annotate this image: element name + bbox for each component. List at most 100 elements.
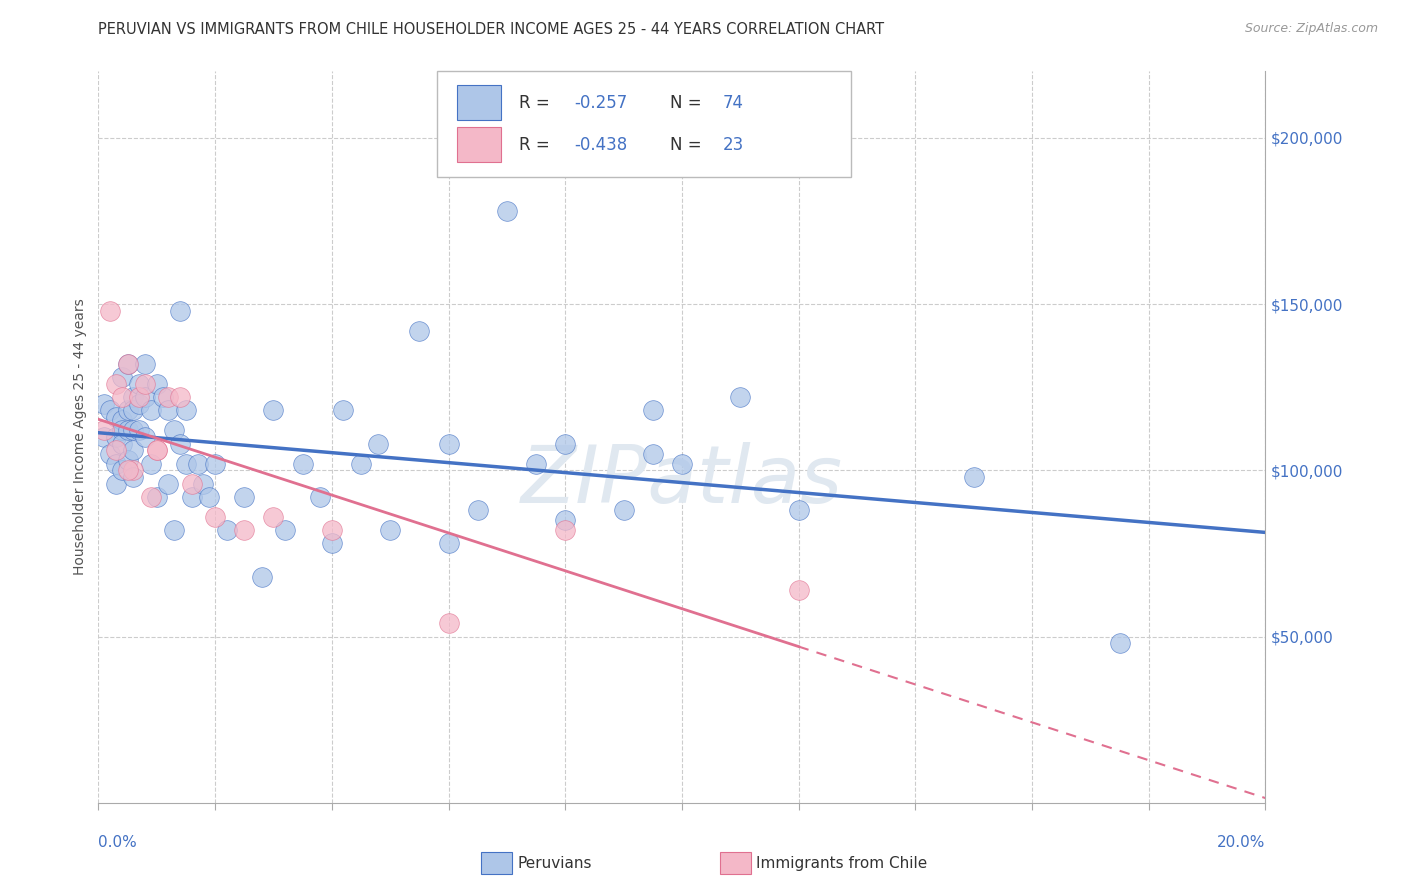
- Text: ZIPatlas: ZIPatlas: [520, 442, 844, 520]
- Point: [198, 490, 221, 504]
- FancyBboxPatch shape: [457, 127, 501, 162]
- Text: N =: N =: [671, 94, 707, 112]
- Text: -0.257: -0.257: [575, 94, 628, 112]
- Point: [93, 397, 115, 411]
- Point: [122, 463, 145, 477]
- Point: [128, 397, 150, 411]
- Point: [671, 457, 693, 471]
- Point: [134, 376, 156, 391]
- Text: 20.0%: 20.0%: [1218, 836, 1265, 850]
- Point: [146, 443, 169, 458]
- Point: [122, 403, 145, 417]
- Point: [467, 503, 489, 517]
- Point: [233, 523, 256, 537]
- Point: [134, 390, 156, 404]
- Point: [180, 476, 202, 491]
- Point: [104, 443, 127, 458]
- Point: [321, 523, 343, 537]
- Point: [204, 509, 226, 524]
- Y-axis label: Householder Income Ages 25 - 44 years: Householder Income Ages 25 - 44 years: [73, 299, 87, 575]
- FancyBboxPatch shape: [457, 86, 501, 120]
- Point: [122, 424, 145, 438]
- Point: [321, 536, 343, 550]
- Point: [612, 503, 634, 517]
- Point: [274, 523, 297, 537]
- Point: [1108, 636, 1130, 650]
- Text: PERUVIAN VS IMMIGRANTS FROM CHILE HOUSEHOLDER INCOME AGES 25 - 44 YEARS CORRELAT: PERUVIAN VS IMMIGRANTS FROM CHILE HOUSEH…: [98, 22, 884, 37]
- Point: [152, 390, 174, 404]
- Point: [139, 403, 162, 417]
- Point: [139, 457, 162, 471]
- Point: [128, 424, 150, 438]
- Point: [111, 463, 134, 477]
- Text: R =: R =: [519, 94, 554, 112]
- Text: 23: 23: [723, 136, 744, 153]
- Point: [495, 204, 517, 219]
- Point: [193, 476, 215, 491]
- Text: R =: R =: [519, 136, 554, 153]
- Point: [437, 616, 460, 631]
- Point: [146, 376, 169, 391]
- Point: [262, 403, 284, 417]
- Point: [98, 303, 121, 318]
- Point: [117, 403, 139, 417]
- Point: [122, 470, 145, 484]
- Point: [378, 523, 402, 537]
- Text: 74: 74: [723, 94, 744, 112]
- Text: N =: N =: [671, 136, 707, 153]
- Point: [332, 403, 354, 417]
- Point: [146, 490, 169, 504]
- Point: [787, 503, 810, 517]
- FancyBboxPatch shape: [437, 71, 851, 178]
- Point: [111, 413, 134, 427]
- Point: [169, 390, 191, 404]
- Point: [554, 436, 576, 450]
- Point: [554, 523, 576, 537]
- Text: -0.438: -0.438: [575, 136, 628, 153]
- Point: [174, 403, 197, 417]
- Point: [163, 424, 186, 438]
- Text: Source: ZipAtlas.com: Source: ZipAtlas.com: [1244, 22, 1378, 36]
- Point: [262, 509, 284, 524]
- Point: [98, 447, 121, 461]
- Point: [233, 490, 256, 504]
- Point: [111, 424, 134, 438]
- Point: [93, 424, 115, 438]
- Point: [128, 376, 150, 391]
- Point: [163, 523, 186, 537]
- Point: [117, 463, 139, 477]
- Point: [104, 476, 127, 491]
- Point: [962, 470, 984, 484]
- Point: [117, 424, 139, 438]
- Point: [554, 513, 576, 527]
- Point: [408, 324, 430, 338]
- Point: [169, 303, 191, 318]
- Text: Peruvians: Peruvians: [517, 856, 592, 871]
- Point: [117, 357, 139, 371]
- Point: [309, 490, 332, 504]
- Point: [524, 457, 547, 471]
- Point: [111, 436, 134, 450]
- Point: [787, 582, 810, 597]
- Point: [139, 490, 162, 504]
- Point: [117, 357, 139, 371]
- Point: [157, 476, 180, 491]
- Point: [204, 457, 226, 471]
- Point: [104, 376, 127, 391]
- Point: [146, 443, 169, 458]
- Point: [174, 457, 197, 471]
- Point: [134, 430, 156, 444]
- Point: [187, 457, 209, 471]
- Point: [111, 390, 134, 404]
- Point: [291, 457, 314, 471]
- Point: [104, 410, 127, 425]
- Text: Immigrants from Chile: Immigrants from Chile: [756, 856, 928, 871]
- Point: [641, 403, 664, 417]
- Point: [180, 490, 202, 504]
- Point: [93, 430, 115, 444]
- Point: [134, 357, 156, 371]
- Point: [117, 453, 139, 467]
- Point: [367, 436, 389, 450]
- Point: [104, 430, 127, 444]
- Point: [728, 390, 751, 404]
